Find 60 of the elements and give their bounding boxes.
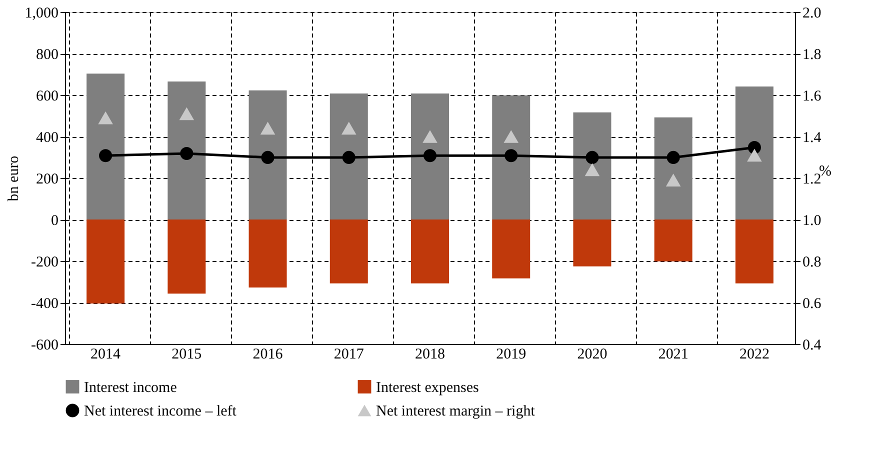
bar [735,220,774,284]
point [422,130,438,143]
point [747,148,762,162]
y-tick-label: -200 [31,254,58,270]
point [98,111,113,124]
point [504,130,519,143]
legend-label: Net interest margin – right [376,404,536,420]
y2-tick-label: 1.6 [802,88,822,104]
bar [330,94,368,220]
x-tick-label: 2020 [577,346,608,362]
bar [411,220,449,284]
y-tick-label: -600 [31,338,58,354]
x-tick-label: 2016 [252,346,284,362]
y-tick-label: 600 [36,88,58,104]
bar [248,220,287,288]
x-tick-label: 2018 [415,346,445,362]
y2-tick-label: 0.6 [802,296,822,312]
x-tick-label: 2019 [496,346,526,362]
y2-tick-label: 1.4 [802,130,822,146]
y2-tick-label: 1.0 [802,213,822,229]
y2-tick-label: 1.8 [802,47,822,63]
y2-tick-label: 2.0 [802,6,822,22]
x-tick-label: 2017 [334,346,364,362]
legend-label: Net interest income – left [84,404,238,420]
bar [330,220,368,284]
y-tick-label: 400 [36,130,58,146]
bar [86,74,125,220]
y2-tick-label: 0.8 [802,254,822,270]
point [666,174,681,186]
bar [168,82,206,220]
point [179,107,194,120]
x-tick-label: 2022 [739,346,770,362]
bar [573,220,612,266]
y2-axis-title: % [819,164,832,180]
bar [492,220,530,278]
point [260,122,276,135]
y2-tick-label: 0.4 [802,338,822,354]
legend-label: Interest expenses [376,380,480,396]
y-tick-label: 1,000 [24,6,58,22]
legend-label: Interest income [84,380,178,396]
point [584,163,600,176]
bar [86,220,125,304]
y2-tick-label: 1.2 [802,172,822,188]
bar [573,112,612,220]
bar [654,220,692,262]
bar [411,94,449,220]
bar [248,90,287,220]
x-tick-label: 2021 [658,346,688,362]
y-tick-label: 800 [36,47,58,63]
x-tick-label: 2015 [172,346,202,362]
bar [492,95,530,220]
x-tick-label: 2014 [90,346,122,362]
bar [654,117,692,220]
bar [735,86,774,220]
point [341,122,356,135]
bar [168,220,206,294]
y-tick-label: 200 [36,172,58,188]
y-axis-title: bn euro [6,156,22,202]
y-tick-label: 0 [51,213,58,229]
y-tick-label: -400 [31,296,58,312]
